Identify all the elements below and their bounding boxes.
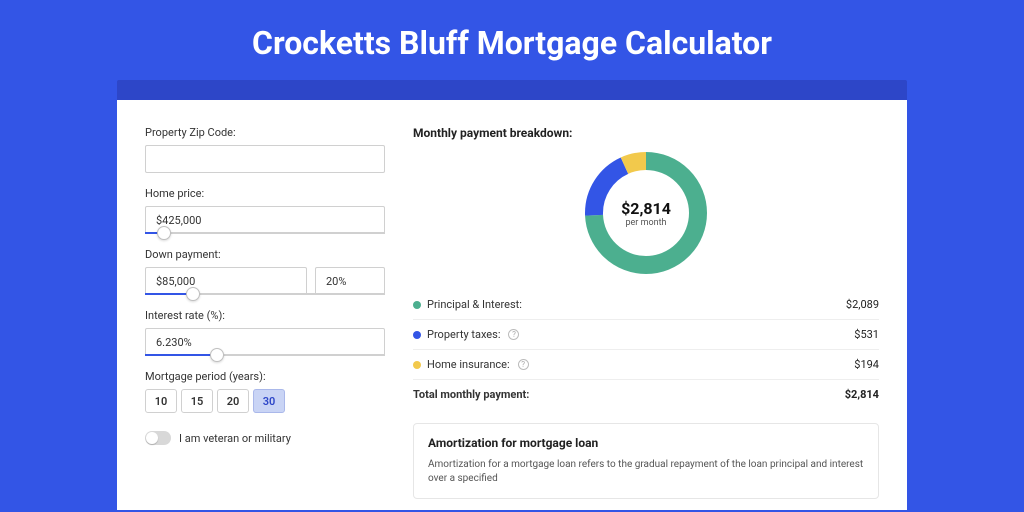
total-value: $2,814 bbox=[845, 388, 879, 401]
period-btn-20[interactable]: 20 bbox=[217, 389, 249, 413]
amortization-title: Amortization for mortgage loan bbox=[428, 436, 864, 450]
breakdown-label: Home insurance: bbox=[427, 358, 510, 371]
amortization-text: Amortization for a mortgage loan refers … bbox=[428, 458, 864, 486]
period-btn-30[interactable]: 30 bbox=[253, 389, 285, 413]
info-icon[interactable]: ? bbox=[518, 359, 529, 370]
breakdown-row-insurance: Home insurance:? $194 bbox=[413, 350, 879, 380]
form-panel: Property Zip Code: Home price: Down paym… bbox=[145, 126, 385, 510]
zip-input[interactable] bbox=[145, 145, 385, 173]
down-payment-field: Down payment: bbox=[145, 248, 385, 295]
period-btn-10[interactable]: 10 bbox=[145, 389, 177, 413]
total-label: Total monthly payment: bbox=[413, 388, 529, 401]
interest-rate-label: Interest rate (%): bbox=[145, 309, 385, 322]
period-buttons: 10152030 bbox=[145, 389, 385, 413]
card-accent bbox=[117, 80, 907, 100]
home-price-slider[interactable] bbox=[145, 232, 385, 234]
page-title: Crocketts Bluff Mortgage Calculator bbox=[0, 0, 1024, 80]
veteran-toggle-row: I am veteran or military bbox=[145, 431, 385, 445]
legend-dot-principal bbox=[413, 301, 421, 309]
breakdown-value: $194 bbox=[854, 358, 879, 371]
mortgage-period-field: Mortgage period (years): 10152030 bbox=[145, 370, 385, 413]
down-payment-slider[interactable] bbox=[145, 293, 385, 295]
legend-dot-taxes bbox=[413, 331, 421, 339]
amortization-box: Amortization for mortgage loan Amortizat… bbox=[413, 423, 879, 499]
zip-field: Property Zip Code: bbox=[145, 126, 385, 173]
legend-dot-insurance bbox=[413, 361, 421, 369]
breakdown-label: Property taxes: bbox=[427, 328, 500, 341]
total-row: Total monthly payment: $2,814 bbox=[413, 380, 879, 409]
breakdown-row-principal: Principal & Interest: $2,089 bbox=[413, 290, 879, 320]
home-price-label: Home price: bbox=[145, 187, 385, 200]
period-btn-15[interactable]: 15 bbox=[181, 389, 213, 413]
down-payment-input[interactable] bbox=[145, 267, 307, 295]
veteran-toggle[interactable] bbox=[145, 431, 171, 445]
interest-rate-field: Interest rate (%): bbox=[145, 309, 385, 356]
donut-sub: per month bbox=[625, 218, 666, 228]
breakdown-row-taxes: Property taxes:? $531 bbox=[413, 320, 879, 350]
breakdown-panel: Monthly payment breakdown: $2,814 per mo… bbox=[413, 126, 879, 510]
info-icon[interactable]: ? bbox=[508, 329, 519, 340]
donut-chart: $2,814 per month bbox=[413, 152, 879, 274]
breakdown-title: Monthly payment breakdown: bbox=[413, 126, 879, 140]
breakdown-label: Principal & Interest: bbox=[427, 298, 522, 311]
interest-rate-input[interactable] bbox=[145, 328, 385, 356]
down-payment-label: Down payment: bbox=[145, 248, 385, 261]
donut-amount: $2,814 bbox=[621, 199, 671, 218]
down-payment-pct-input[interactable] bbox=[315, 267, 385, 295]
home-price-field: Home price: bbox=[145, 187, 385, 234]
mortgage-period-label: Mortgage period (years): bbox=[145, 370, 385, 383]
breakdown-value: $2,089 bbox=[846, 298, 879, 311]
interest-rate-slider[interactable] bbox=[145, 354, 385, 356]
home-price-input[interactable] bbox=[145, 206, 385, 234]
zip-label: Property Zip Code: bbox=[145, 126, 385, 139]
veteran-label: I am veteran or military bbox=[179, 432, 291, 445]
calculator-card: Property Zip Code: Home price: Down paym… bbox=[117, 80, 907, 510]
breakdown-value: $531 bbox=[854, 328, 879, 341]
